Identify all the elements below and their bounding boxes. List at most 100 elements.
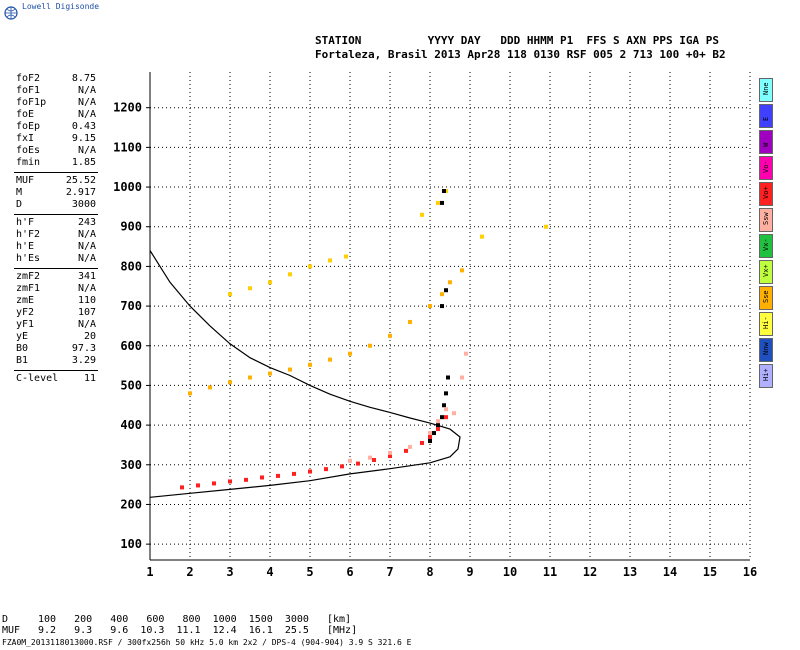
echo-point: [308, 264, 312, 269]
echo-point: [208, 385, 212, 390]
legend-label: Nne: [762, 82, 770, 95]
echo-point: [440, 304, 444, 309]
param-value: 107: [77, 307, 96, 318]
param-name: B1: [16, 355, 29, 366]
legend-label: Ssw: [762, 212, 770, 225]
y-tick-label: 200: [120, 497, 142, 511]
y-tick-label: 1200: [113, 101, 142, 115]
param-value: 0.43: [71, 121, 96, 132]
echo-point: [436, 200, 440, 205]
echo-point: [368, 455, 372, 460]
x-tick-label: 14: [663, 565, 677, 579]
echo-point: [444, 391, 448, 396]
echo-point: [436, 427, 440, 432]
param-row: yF1 N/A: [16, 319, 96, 332]
echo-point: [442, 189, 446, 194]
param-row: foE N/A: [16, 109, 96, 122]
param-row: M 2.917: [16, 187, 96, 200]
param-value: 11: [83, 373, 96, 384]
legend-label: Vx-: [762, 238, 770, 251]
y-tick-label: 600: [120, 339, 142, 353]
x-tick-label: 8: [426, 565, 433, 579]
y-tick-label: 700: [120, 299, 142, 313]
y-tick-label: 1000: [113, 180, 142, 194]
param-row: foF1p N/A: [16, 97, 96, 110]
legend-item: E: [759, 104, 773, 128]
echo-point: [428, 435, 432, 440]
echo-point: [268, 371, 272, 376]
param-value: 25.52: [65, 175, 96, 186]
legend-label: Vx+: [762, 264, 770, 277]
legend-item: Sse: [759, 286, 773, 310]
echo-point: [212, 481, 216, 486]
chart-ticks: 1 2 3 4 5 6 7 8 9 10 11 12 13 14 15 1610020030040050060…: [113, 101, 757, 579]
echo-point: [308, 469, 312, 474]
echo-point: [308, 362, 312, 367]
param-row: h'F2 N/A: [16, 229, 96, 242]
param-separator: [14, 370, 98, 371]
legend-item: Vx-: [759, 234, 773, 258]
param-row: foF1 N/A: [16, 85, 96, 98]
param-row: fmin 1.85: [16, 157, 96, 170]
echo-point: [432, 431, 436, 436]
echo-point: [368, 343, 372, 348]
header-line-2: Fortaleza, Brasil 2013 Apr28 118 0130 RS…: [315, 48, 726, 61]
param-row: h'E N/A: [16, 241, 96, 254]
param-name: zmF2: [16, 271, 41, 282]
param-value: 243: [77, 217, 96, 228]
echo-point: [356, 461, 360, 466]
param-value: N/A: [77, 85, 96, 96]
legend-item: Hi-: [759, 312, 773, 336]
echo-point: [388, 333, 392, 338]
legend-label: Nnw: [762, 342, 770, 355]
echo-point: [446, 375, 450, 380]
x-tick-label: 10: [503, 565, 517, 579]
param-value: 20: [83, 331, 96, 342]
legend-item: W: [759, 130, 773, 154]
x-tick-label: 2: [186, 565, 193, 579]
echo-point: [388, 454, 392, 459]
legend-label: Hi-: [762, 316, 770, 329]
param-value: N/A: [77, 241, 96, 252]
echo-point: [444, 407, 448, 412]
param-value: N/A: [77, 283, 96, 294]
echo-point: [452, 411, 456, 416]
echo-point: [228, 479, 232, 484]
legend-item: Hi+: [759, 364, 773, 388]
param-name: yE: [16, 331, 29, 342]
param-row: zmF2 341: [16, 271, 96, 284]
legend-item: Vx+: [759, 260, 773, 284]
param-value: N/A: [77, 97, 96, 108]
echo-point: [460, 268, 464, 273]
param-row: MUF 25.52: [16, 175, 96, 188]
param-value: N/A: [77, 253, 96, 264]
legend-label: Vo+: [762, 186, 770, 199]
echo-point: [436, 423, 440, 428]
param-row: zmF1 N/A: [16, 283, 96, 296]
param-name: fmin: [16, 157, 41, 168]
echo-point: [480, 234, 484, 239]
echo-point: [440, 415, 444, 420]
x-tick-label: 15: [703, 565, 717, 579]
echo-point: [248, 286, 252, 291]
echo-point: [248, 375, 252, 380]
param-value: 3000: [71, 199, 96, 210]
echo-point: [268, 280, 272, 285]
echo-point: [440, 200, 444, 205]
echo-point: [428, 304, 432, 309]
param-name: h'Es: [16, 253, 41, 264]
param-row: fxI 9.15: [16, 133, 96, 146]
param-value: N/A: [77, 145, 96, 156]
param-row: h'F 243: [16, 217, 96, 230]
echo-point: [228, 380, 232, 385]
param-value: 110: [77, 295, 96, 306]
param-name: h'E: [16, 241, 35, 252]
d-values: 100 200 400 600 800 1000 1500 3000 [km]: [38, 614, 352, 625]
echo-point: [276, 473, 280, 478]
echo-point: [448, 280, 452, 285]
echo-point: [420, 440, 424, 445]
param-name: yF2: [16, 307, 35, 318]
echo-point: [324, 467, 328, 472]
x-tick-label: 16: [743, 565, 757, 579]
